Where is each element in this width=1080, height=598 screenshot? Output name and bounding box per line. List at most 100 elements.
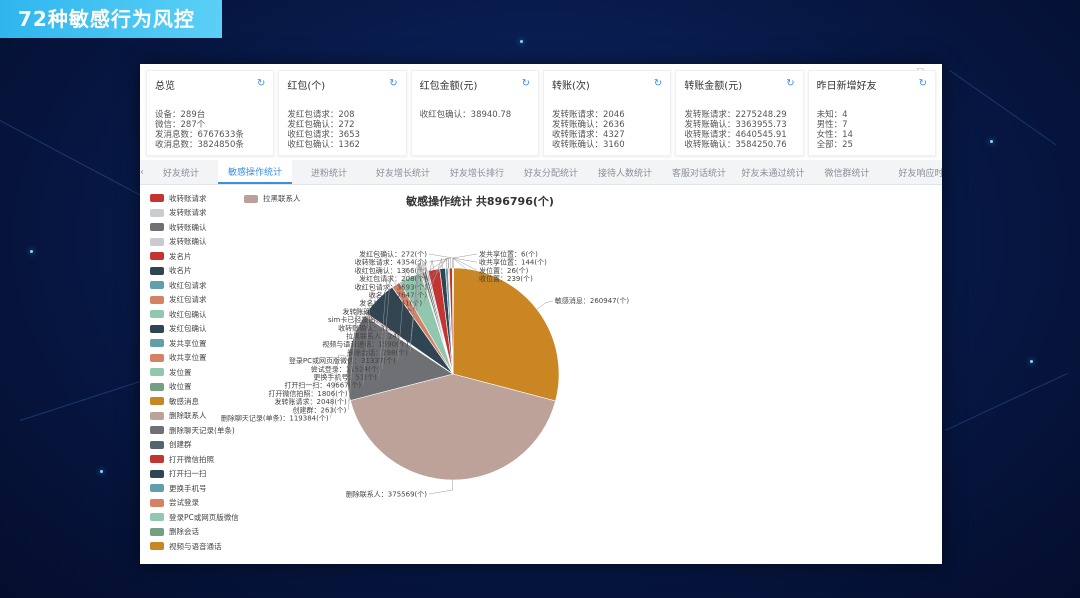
refresh-icon[interactable]: ↻ bbox=[786, 78, 795, 89]
pie-label-line bbox=[397, 267, 411, 361]
pie-slice-label: 尝试登录：11524(个) bbox=[311, 364, 381, 373]
card-lines: 未知：4 男性：7 女性：14 全部：25 bbox=[817, 110, 927, 150]
tab-friend-allocation[interactable]: 好友分配统计 bbox=[523, 168, 578, 179]
card-line: 发转账请求：2046 bbox=[551, 110, 625, 120]
pie-slice-label: 收红包请求：3693(个) bbox=[355, 282, 428, 291]
refresh-icon[interactable]: ↻ bbox=[389, 78, 398, 89]
legend-swatch bbox=[150, 527, 164, 536]
pie-slice-label: 收名片：7647(个) bbox=[369, 291, 428, 300]
legend-label: 收红包请求 bbox=[169, 280, 207, 290]
legend-item[interactable]: 删除聊天记录(单条) bbox=[150, 423, 260, 438]
card-line: 发消息数：6767633条 bbox=[155, 130, 244, 140]
refresh-icon[interactable]: ↻ bbox=[918, 78, 927, 89]
legend-item[interactable]: 发转账确认 bbox=[150, 235, 260, 250]
card-title: 转账(次) bbox=[551, 81, 590, 92]
legend-item[interactable]: 发转账请求 bbox=[150, 206, 260, 221]
legend-item[interactable]: 发共享位置 bbox=[150, 336, 260, 351]
pie-slice[interactable] bbox=[452, 267, 560, 402]
tab-friend-rejected[interactable]: 好友未通过统计 bbox=[741, 168, 805, 179]
legend-swatch bbox=[150, 411, 164, 420]
legend-item[interactable]: 删除会话 bbox=[150, 525, 260, 540]
legend-label: 收位置 bbox=[169, 382, 192, 392]
legend-swatch bbox=[150, 310, 164, 319]
refresh-icon[interactable]: ↻ bbox=[521, 78, 530, 89]
legend-item[interactable]: 收名片 bbox=[150, 264, 260, 279]
pie-chart-area: 收转账请求发转账请求 收转账确认发转账确认 发名片 收名片 收红包请求发红包请求 收红包确… bbox=[140, 185, 942, 564]
legend-item[interactable]: 敏感消息 bbox=[150, 394, 260, 409]
pie-slice-label: 发红包请求：208(个) bbox=[359, 274, 427, 283]
card-line: 收转账确认：3160 bbox=[551, 140, 625, 150]
pie-label-line bbox=[409, 263, 422, 353]
card-title: 红包金额(元) bbox=[419, 81, 478, 92]
card-line: 未知：4 bbox=[816, 110, 848, 120]
refresh-icon[interactable]: ↻ bbox=[653, 78, 663, 89]
summary-cards: 总览 ↻ 设备：289台 微信：287个 发消息数：6767633条 收消息数：… bbox=[146, 70, 936, 156]
tab-friend-growth[interactable]: 好友增长统计 bbox=[375, 168, 430, 179]
legend-swatch bbox=[150, 455, 164, 464]
legend-item[interactable]: 收红包请求 bbox=[150, 278, 260, 293]
tab-service-dialog[interactable]: 客服对话统计 bbox=[671, 168, 726, 179]
pie-label-line bbox=[428, 258, 443, 296]
tab-friend-stats[interactable]: 好友统计 bbox=[162, 168, 199, 179]
legend-item[interactable]: 发红包请求 bbox=[150, 293, 260, 308]
legend-item[interactable]: 收共享位置 bbox=[150, 351, 260, 366]
card-lines: 发红包请求：208 发红包确认：272 收红包请求：3653 收红包确认：136… bbox=[287, 110, 397, 150]
legend-item[interactable]: 收转账确认 bbox=[150, 220, 260, 235]
tab-fan-stats[interactable]: 进粉统计 bbox=[310, 168, 347, 179]
slide-title: 72种敏感行为风控 bbox=[0, 0, 222, 38]
legend-item[interactable]: 发红包确认 bbox=[150, 322, 260, 337]
legend-swatch bbox=[150, 368, 164, 377]
legend-item[interactable]: 打开微信拍照 bbox=[150, 452, 260, 467]
card-title: 转账金额(元) bbox=[684, 81, 743, 92]
legend-item[interactable]: 收转账请求 bbox=[150, 191, 260, 206]
legend-label: 收转账请求 bbox=[169, 193, 207, 203]
legend-item[interactable]: 删除联系人 bbox=[150, 409, 260, 424]
legend-swatch bbox=[150, 484, 164, 493]
tab-reception-count[interactable]: 接待人数统计 bbox=[597, 168, 652, 179]
pie-slice[interactable] bbox=[452, 267, 454, 375]
tab-scroll-left-icon[interactable]: ‹ bbox=[140, 166, 144, 178]
legend-swatch bbox=[150, 208, 164, 217]
pie-slice-label: 收转账确认：3185(个) bbox=[338, 323, 411, 332]
pie-slice-label: 收位置：239(个) bbox=[479, 274, 533, 283]
pie-label-line bbox=[423, 259, 435, 304]
pie-slice[interactable] bbox=[350, 373, 556, 481]
bg-star bbox=[100, 470, 103, 473]
pie-slice-label: 发转账确认：2642(个) bbox=[342, 307, 415, 316]
card-title: 总览 bbox=[155, 81, 175, 92]
pie-label-line bbox=[330, 354, 349, 419]
legend-item[interactable]: 登录PC或网页版微信 bbox=[150, 510, 260, 525]
bg-network-line bbox=[949, 70, 1057, 146]
legend-item[interactable]: 视频与语音通话 bbox=[150, 539, 260, 554]
tab-friend-growth-rank[interactable]: 好友增长排行 bbox=[449, 168, 504, 179]
pie-label-line bbox=[416, 261, 428, 312]
refresh-icon[interactable]: ↻ bbox=[256, 78, 266, 89]
legend-swatch bbox=[150, 324, 164, 333]
pie-slice-label: 删除会话：298(个) bbox=[347, 348, 408, 357]
pie-label-line bbox=[452, 257, 478, 269]
legend-label: 发位置 bbox=[169, 367, 192, 377]
legend-label: 收红包确认 bbox=[169, 309, 207, 319]
legend-item[interactable]: 发名片 bbox=[150, 249, 260, 264]
pie-label-line bbox=[428, 479, 454, 495]
legend-item[interactable]: 发位置 bbox=[150, 365, 260, 380]
tab-sensitive-ops[interactable]: 敏感操作统计 bbox=[218, 160, 292, 184]
legend-item[interactable]: 创建群 bbox=[150, 438, 260, 453]
pie-label-line bbox=[378, 278, 393, 378]
tab-group-stats[interactable]: 微信群统计 bbox=[824, 168, 870, 179]
legend-item[interactable]: 收红包确认 bbox=[150, 307, 260, 322]
legend-label: 收转账确认 bbox=[169, 222, 207, 232]
legend-item[interactable]: 打开扫一扫 bbox=[150, 467, 260, 482]
tab-friend-response[interactable]: 好友响应时 bbox=[898, 168, 942, 179]
legend-swatch bbox=[150, 295, 164, 304]
legend-swatch bbox=[150, 426, 164, 435]
legend-extra-item[interactable]: 拉黑联系人 bbox=[244, 193, 301, 204]
legend-label: 敏感消息 bbox=[169, 396, 199, 406]
legend-swatch bbox=[150, 194, 164, 203]
legend-item[interactable]: 收位置 bbox=[150, 380, 260, 395]
card-lines: 收红包确认：38940.78 bbox=[420, 110, 530, 120]
legend-swatch bbox=[150, 382, 164, 391]
chart-title: 敏感操作统计 共896796(个) bbox=[406, 195, 554, 208]
legend-item[interactable]: 尝试登录 bbox=[150, 496, 260, 511]
legend-item[interactable]: 更换手机号 bbox=[150, 481, 260, 496]
